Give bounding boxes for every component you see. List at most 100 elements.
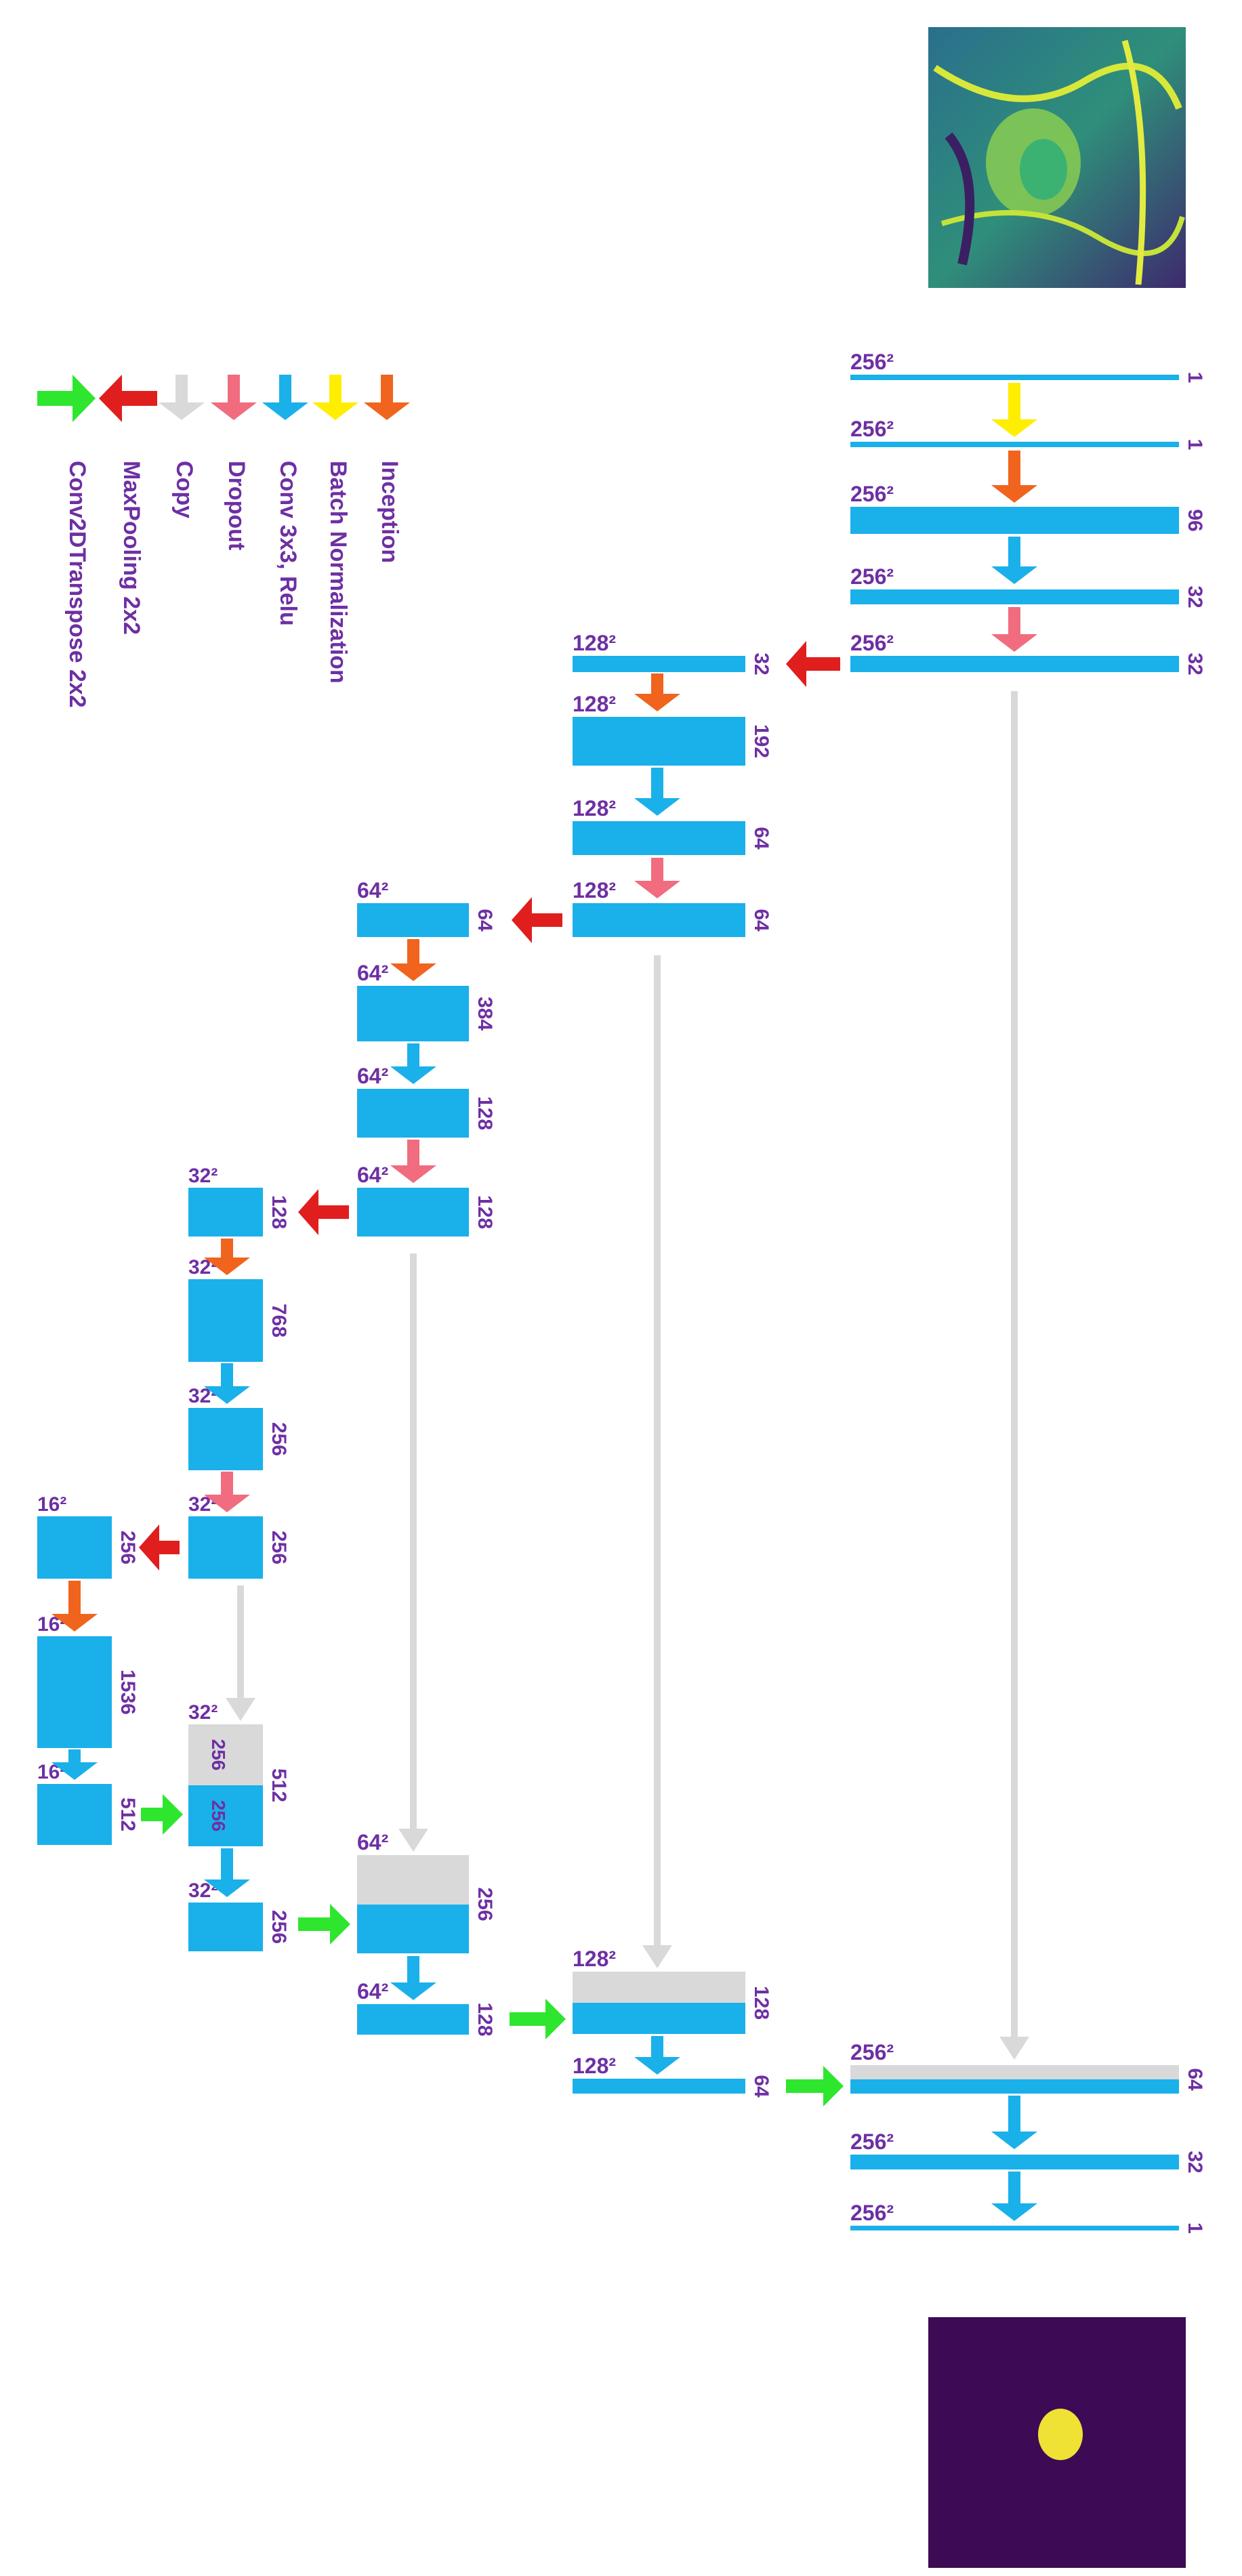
resolution-label: 256² bbox=[850, 2040, 894, 2064]
channel-label: 64 bbox=[1184, 2068, 1206, 2091]
block-u3b: 64² 128 bbox=[357, 1979, 496, 2037]
resolution-label: 64² bbox=[357, 1064, 388, 1088]
legend-item-copy: Copy bbox=[159, 375, 205, 518]
conv-arrow bbox=[634, 768, 680, 816]
feature-map bbox=[573, 717, 745, 766]
block-d3c: 64² 128 bbox=[357, 1064, 496, 1138]
block-u2b: 128² 64 bbox=[573, 2054, 772, 2098]
channel-label: 256 bbox=[268, 1531, 290, 1564]
legend-item-upconv: Conv2DTranspose 2x2 bbox=[37, 375, 96, 708]
channel-label: 32 bbox=[1184, 2151, 1206, 2173]
feature-map bbox=[850, 507, 1179, 534]
upconv-arrow bbox=[786, 2066, 844, 2106]
maxpool-arrow bbox=[512, 897, 562, 943]
channel-label: 1 bbox=[1184, 439, 1206, 451]
legend-label: Dropout bbox=[224, 461, 249, 550]
channel-label: 256 bbox=[117, 1531, 139, 1564]
feature-map bbox=[37, 1516, 112, 1579]
inception-swatch-icon bbox=[364, 375, 410, 420]
block-u3a: 64² 256 bbox=[357, 1830, 496, 1953]
copied-feature-map bbox=[850, 2065, 1179, 2079]
channel-label: 64 bbox=[474, 909, 496, 932]
channel-label: 32 bbox=[1184, 585, 1206, 608]
resolution-label: 64² bbox=[357, 961, 388, 985]
resolution-label: 256² bbox=[850, 564, 894, 589]
resolution-label: 128² bbox=[573, 692, 616, 716]
legend-label: Copy bbox=[171, 461, 197, 518]
block-d3b: 64² 384 bbox=[357, 961, 496, 1041]
inception-arrow bbox=[51, 1581, 98, 1632]
upconv-swatch-icon bbox=[37, 375, 96, 422]
inception-arrow bbox=[991, 451, 1037, 503]
block-d1b: 256² 1 bbox=[850, 417, 1206, 450]
conv-arrow bbox=[991, 537, 1037, 584]
resolution-label: 128² bbox=[573, 2054, 616, 2078]
legend-item-batchnorm: Batch Normalization bbox=[312, 375, 358, 684]
copied-feature-map bbox=[573, 1972, 745, 2003]
channel-label: 1 bbox=[1184, 2222, 1206, 2234]
channel-label: 128 bbox=[268, 1195, 290, 1229]
upconv-arrow bbox=[510, 1999, 566, 2039]
channel-label: 64 bbox=[750, 827, 772, 850]
maxpool-arrow bbox=[139, 1524, 180, 1571]
output-mask-image bbox=[928, 2317, 1186, 2568]
resolution-label: 128² bbox=[573, 631, 616, 655]
channel-label: 512 bbox=[268, 1768, 290, 1802]
batchnorm-arrow bbox=[991, 383, 1037, 437]
block-d1a: 256² 1 bbox=[850, 350, 1206, 383]
legend-item-conv: Conv 3x3, Relu bbox=[262, 375, 308, 626]
upconv-arrow bbox=[141, 1794, 183, 1835]
upsampled-feature-map bbox=[850, 2079, 1179, 2094]
feature-map bbox=[573, 903, 745, 937]
feature-map bbox=[37, 1636, 112, 1748]
conv-swatch-icon bbox=[262, 375, 308, 420]
channel-label: 512 bbox=[117, 1798, 139, 1831]
feature-map bbox=[188, 1279, 263, 1362]
resolution-label: 64² bbox=[357, 1979, 388, 2003]
operation-arrows bbox=[51, 383, 1037, 2221]
block-d3d: 64² 128 bbox=[357, 1163, 496, 1237]
copied-feature-map bbox=[357, 1855, 469, 1905]
feature-map bbox=[850, 375, 1179, 380]
copied-feature-map bbox=[188, 1724, 263, 1785]
block-b1: 16² 256 bbox=[37, 1493, 139, 1579]
inception-arrow bbox=[204, 1239, 250, 1275]
feature-map bbox=[573, 656, 745, 672]
copy-channel-label: 256 bbox=[208, 1739, 229, 1771]
resolution-label: 256² bbox=[850, 631, 894, 655]
feature-map bbox=[188, 1188, 263, 1237]
block-u4a: 32² 512 256 256 bbox=[188, 1701, 290, 1846]
resolution-label: 64² bbox=[357, 1163, 388, 1187]
channel-label: 384 bbox=[474, 997, 496, 1031]
block-d3a: 64² 64 bbox=[357, 878, 496, 937]
legend-label: Inception bbox=[377, 461, 402, 563]
dropout-arrow bbox=[634, 858, 680, 898]
inception-arrow bbox=[390, 939, 436, 981]
inception-arrow bbox=[634, 673, 680, 711]
dropout-arrow bbox=[991, 607, 1037, 652]
skip-connections bbox=[226, 691, 1029, 2060]
feature-map bbox=[850, 656, 1179, 672]
resolution-label: 128² bbox=[573, 878, 616, 902]
channel-label: 128 bbox=[474, 1195, 496, 1229]
legend-label: MaxPooling 2x2 bbox=[119, 461, 144, 635]
legend-item-inception: Inception bbox=[364, 375, 410, 563]
conv-arrow bbox=[991, 2096, 1037, 2149]
channel-label: 128 bbox=[474, 2002, 496, 2036]
resolution-label: 256² bbox=[850, 417, 894, 441]
conv-arrow bbox=[51, 1749, 98, 1780]
input-image bbox=[928, 27, 1186, 288]
block-d2d: 128² 64 bbox=[573, 878, 772, 937]
dropout-swatch-icon bbox=[211, 375, 257, 420]
resolution-label: 32² bbox=[188, 1165, 218, 1187]
conv-arrow bbox=[204, 1848, 250, 1897]
upsampled-feature-map bbox=[573, 2003, 745, 2034]
feature-map bbox=[850, 2155, 1179, 2169]
channel-label: 256 bbox=[474, 1887, 496, 1921]
legend-item-dropout: Dropout bbox=[211, 375, 257, 550]
